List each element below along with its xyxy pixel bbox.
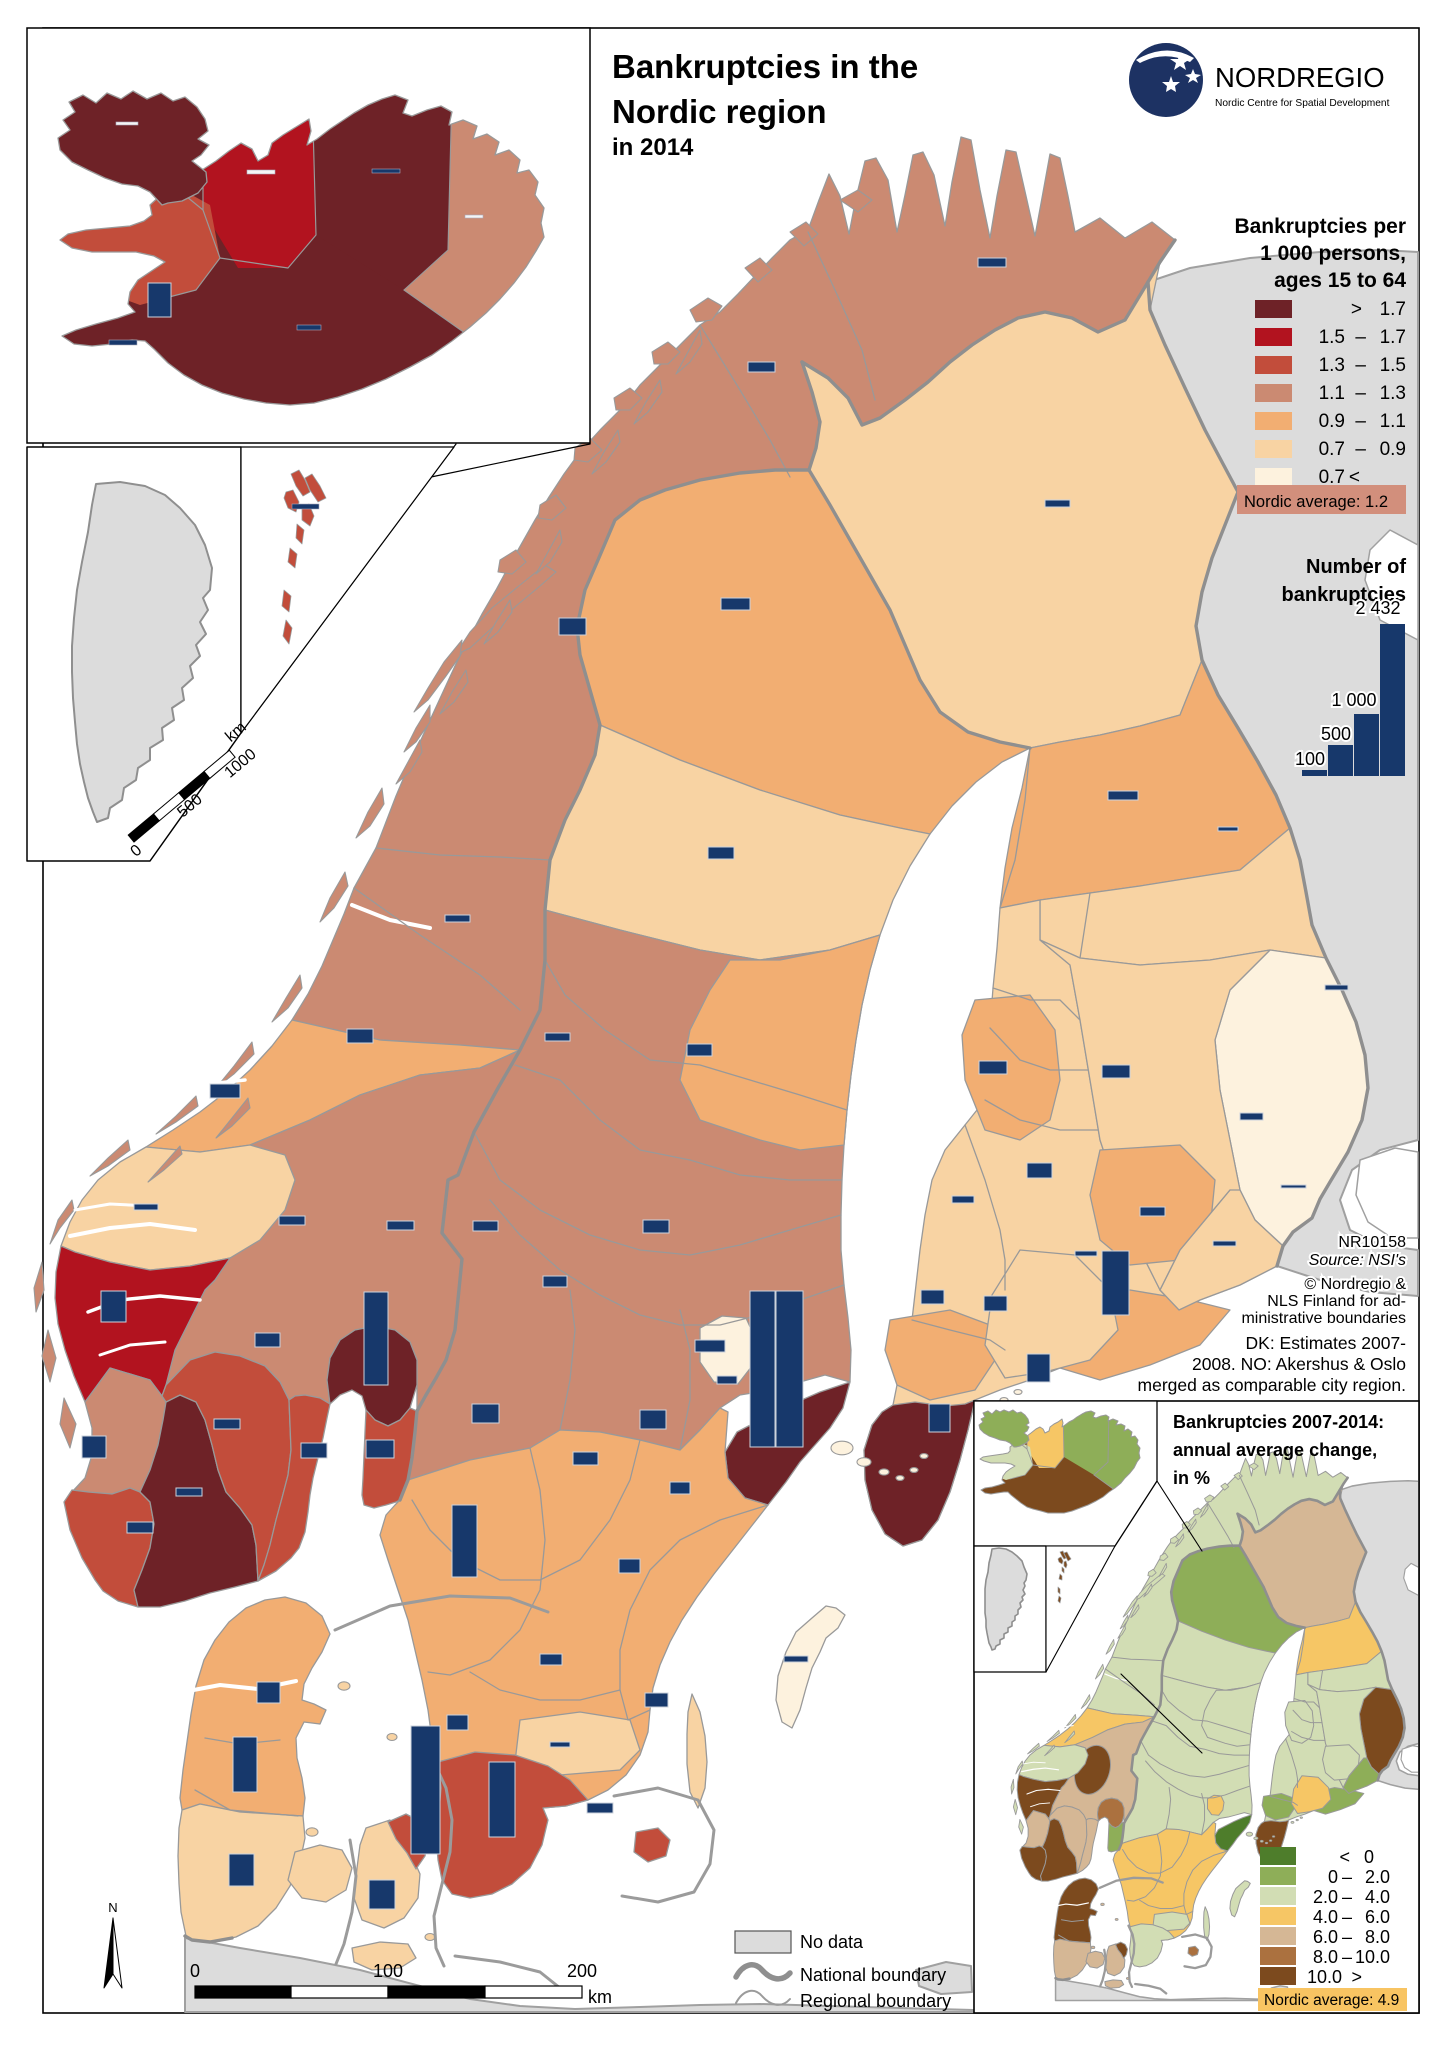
svg-text:>: > xyxy=(1351,299,1362,320)
svg-text:100: 100 xyxy=(373,1961,403,1981)
svg-text:–: – xyxy=(1342,1947,1352,1967)
svg-text:8.0: 8.0 xyxy=(1365,1927,1390,1947)
svg-text:>: > xyxy=(1351,1967,1362,1987)
svg-text:0.7: 0.7 xyxy=(1319,467,1345,488)
svg-text:Nordic region: Nordic region xyxy=(612,93,827,130)
svg-text:NORDREGIO: NORDREGIO xyxy=(1215,62,1385,93)
svg-text:1.7: 1.7 xyxy=(1380,299,1406,320)
svg-text:500: 500 xyxy=(1321,724,1351,744)
svg-text:NR10158: NR10158 xyxy=(1338,1234,1406,1251)
svg-text:© Nordregio &: © Nordregio & xyxy=(1304,1276,1406,1293)
svg-text:Bankruptcies 2007-2014:: Bankruptcies 2007-2014: xyxy=(1173,1412,1384,1432)
svg-text:NLS Finland for ad-: NLS Finland for ad- xyxy=(1267,1293,1406,1310)
svg-text:in 2014: in 2014 xyxy=(612,134,694,161)
svg-text:DK: Estimates 2007-: DK: Estimates 2007- xyxy=(1246,1333,1407,1353)
svg-text:merged as comparable city regi: merged as comparable city region. xyxy=(1138,1375,1406,1395)
svg-text:–: – xyxy=(1355,355,1366,376)
svg-text:1.5: 1.5 xyxy=(1319,327,1345,348)
svg-text:100: 100 xyxy=(1295,749,1325,769)
svg-text:10.0: 10.0 xyxy=(1307,1967,1342,1987)
svg-text:–: – xyxy=(1342,1907,1352,1927)
svg-text:1.1: 1.1 xyxy=(1380,411,1406,432)
svg-text:in %: in % xyxy=(1173,1468,1210,1488)
svg-text:–: – xyxy=(1355,411,1366,432)
svg-text:<: < xyxy=(1349,467,1360,488)
svg-text:ages 15 to 64: ages 15 to 64 xyxy=(1274,269,1406,292)
svg-text:National boundary: National boundary xyxy=(800,1965,946,1985)
svg-text:2008. NO: Akershus & Oslo: 2008. NO: Akershus & Oslo xyxy=(1192,1354,1406,1374)
svg-text:N: N xyxy=(108,1900,117,1915)
svg-text:Source: NSI's: Source: NSI's xyxy=(1309,1252,1406,1269)
svg-text:1.3: 1.3 xyxy=(1380,383,1406,404)
svg-text:–: – xyxy=(1342,1867,1352,1887)
svg-text:–: – xyxy=(1342,1927,1352,1947)
svg-text:No data: No data xyxy=(800,1932,864,1952)
svg-text:0.9: 0.9 xyxy=(1380,439,1406,460)
svg-text:–: – xyxy=(1355,327,1366,348)
svg-text:–: – xyxy=(1355,439,1366,460)
svg-text:ministrative boundaries: ministrative boundaries xyxy=(1241,1310,1406,1327)
svg-text:Number of: Number of xyxy=(1306,556,1406,578)
svg-text:2.0: 2.0 xyxy=(1313,1887,1338,1907)
svg-text:10.0: 10.0 xyxy=(1355,1947,1390,1967)
svg-text:Bankruptcies per: Bankruptcies per xyxy=(1234,215,1406,238)
svg-text:4.0: 4.0 xyxy=(1313,1907,1338,1927)
svg-text:6.0: 6.0 xyxy=(1365,1907,1390,1927)
svg-text:Bankruptcies in the: Bankruptcies in the xyxy=(612,48,918,85)
svg-text:–: – xyxy=(1342,1887,1352,1907)
svg-text:1.7: 1.7 xyxy=(1380,327,1406,348)
svg-text:4.0: 4.0 xyxy=(1365,1887,1390,1907)
svg-text:Nordic Centre for Spatial Deve: Nordic Centre for Spatial Development xyxy=(1215,98,1390,109)
svg-text:1.1: 1.1 xyxy=(1319,383,1345,404)
svg-text:annual average change,: annual average change, xyxy=(1173,1440,1377,1460)
svg-text:0.9: 0.9 xyxy=(1319,411,1345,432)
svg-text:2.0: 2.0 xyxy=(1365,1867,1390,1887)
svg-text:1.3: 1.3 xyxy=(1319,355,1345,376)
svg-text:0.7: 0.7 xyxy=(1319,439,1345,460)
svg-text:200: 200 xyxy=(567,1961,597,1981)
svg-text:6.0: 6.0 xyxy=(1313,1927,1338,1947)
svg-text:Regional boundary: Regional boundary xyxy=(800,1991,951,2011)
svg-text:0: 0 xyxy=(1364,1847,1374,1867)
svg-text:km: km xyxy=(588,1987,612,2007)
svg-text:1 000: 1 000 xyxy=(1331,690,1376,710)
svg-text:8.0: 8.0 xyxy=(1313,1947,1338,1967)
svg-text:<: < xyxy=(1339,1847,1350,1867)
svg-text:1 000 persons,: 1 000 persons, xyxy=(1260,242,1406,265)
svg-text:0: 0 xyxy=(1328,1867,1338,1887)
svg-text:0: 0 xyxy=(190,1961,200,1981)
svg-text:1.5: 1.5 xyxy=(1380,355,1406,376)
svg-text:–: – xyxy=(1355,383,1366,404)
svg-text:bankruptcies: bankruptcies xyxy=(1282,584,1406,606)
svg-text:Nordic average: 1.2: Nordic average: 1.2 xyxy=(1244,493,1388,511)
svg-text:Nordic average: 4.9: Nordic average: 4.9 xyxy=(1264,1992,1399,2009)
svg-text:2 432: 2 432 xyxy=(1355,598,1400,618)
